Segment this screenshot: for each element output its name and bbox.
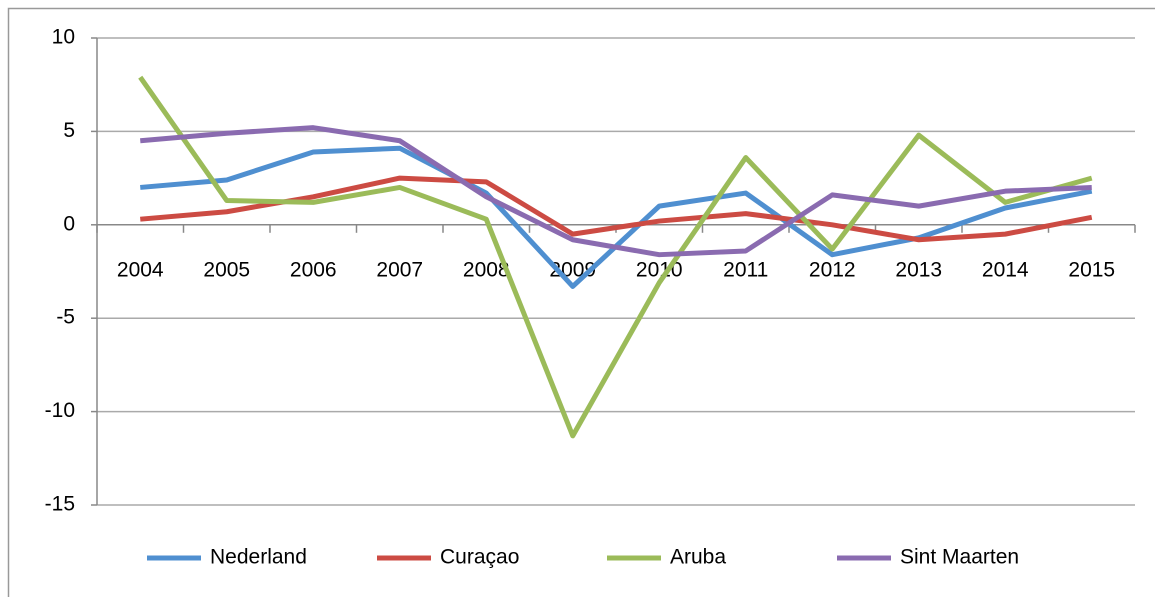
- x-tick-label: 2007: [376, 258, 423, 281]
- y-tick-label: 10: [52, 26, 75, 49]
- line-series: [138, 75, 1093, 439]
- x-tick-label: 2006: [290, 258, 337, 281]
- line-series: [140, 175, 1093, 243]
- x-tick-label: 2008: [463, 258, 510, 281]
- y-tick-label: -10: [45, 399, 75, 422]
- frame: [7, 7, 1155, 597]
- legend-label: Nederland: [210, 546, 307, 569]
- line-series: [140, 125, 1092, 258]
- legend-label: Aruba: [670, 546, 726, 569]
- x-tick-label: 2011: [723, 258, 768, 281]
- legend-label: Sint Maarten: [900, 546, 1019, 569]
- x-tick-label: 2005: [203, 258, 250, 281]
- y-tick-label: 5: [63, 119, 75, 142]
- x-tick-label: 2012: [809, 258, 856, 281]
- legend-label: Curaçao: [440, 546, 519, 569]
- line-series: [140, 145, 1093, 289]
- y-tick-label: 0: [63, 212, 75, 235]
- y-tick-label: -5: [56, 306, 75, 329]
- x-tick-label: 2015: [1068, 258, 1115, 281]
- x-tick-label: 2004: [117, 258, 164, 281]
- y-tick-label: -15: [45, 493, 75, 516]
- x-tick-label: 2014: [982, 258, 1029, 281]
- x-tick-label: 2013: [895, 258, 942, 281]
